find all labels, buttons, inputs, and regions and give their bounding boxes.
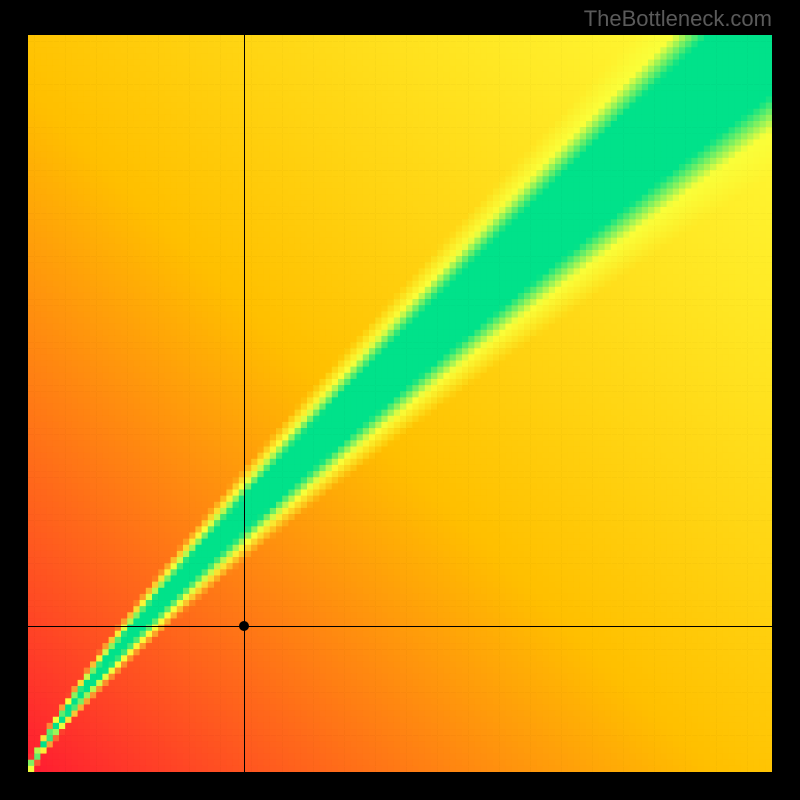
bottleneck-heatmap <box>28 35 772 772</box>
crosshair-vertical <box>244 35 245 772</box>
watermark-text: TheBottleneck.com <box>584 6 772 32</box>
plot-area <box>28 35 772 772</box>
crosshair-point <box>239 621 249 631</box>
crosshair-horizontal <box>28 626 772 627</box>
